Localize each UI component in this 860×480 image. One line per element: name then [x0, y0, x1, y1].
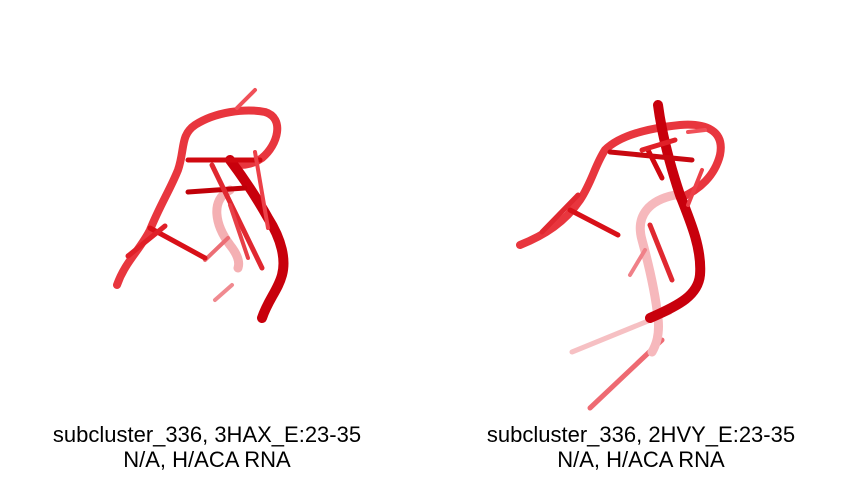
rna-cartoon-2hvy — [516, 100, 725, 411]
caption-subtitle: N/A, H/ACA RNA — [123, 447, 291, 472]
rna-cartoon-3hax — [113, 88, 289, 323]
structure-panel-right: subcluster_336, 2HVY_E:23-35 N/A, H/ACA … — [430, 0, 860, 480]
caption-title: subcluster_336, 2HVY_E:23-35 — [486, 422, 796, 447]
structure-panel-left: subcluster_336, 3HAX_E:23-35 N/A, H/ACA … — [52, 88, 362, 472]
caption-subtitle: N/A, H/ACA RNA — [557, 447, 725, 472]
caption-title: subcluster_336, 3HAX_E:23-35 — [52, 422, 362, 447]
